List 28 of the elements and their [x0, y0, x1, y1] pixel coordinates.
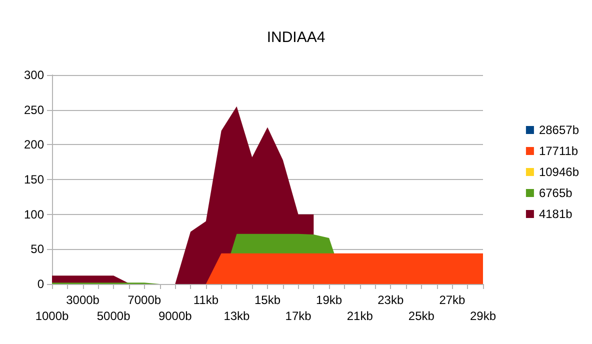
y-tick-label: 0: [37, 277, 44, 291]
legend-label: 4181b: [538, 207, 573, 221]
y-tick-label: 250: [24, 102, 44, 117]
x-tick-label: 25kb: [408, 309, 435, 323]
legend-label: 6765b: [538, 186, 573, 200]
x-tick-label: 17kb: [285, 309, 312, 323]
y-tick-label: 300: [24, 68, 44, 82]
x-tick-label: 21kb: [346, 309, 374, 323]
legend-label: 10946b: [538, 165, 580, 179]
y-tick-label: 50: [30, 242, 44, 256]
x-tick-label: 13kb: [224, 309, 250, 323]
x-tick-label: 27kb: [439, 293, 466, 307]
y-tick-label: 150: [24, 172, 44, 186]
x-tick-label: 23kb: [378, 293, 404, 307]
y-tick-label: 200: [24, 138, 44, 152]
x-tick-label: 5000b: [96, 309, 131, 323]
legend-label: 28657b: [538, 123, 580, 137]
legend-label: 17711b: [538, 144, 578, 158]
x-tick-label: 9000b: [158, 309, 192, 323]
x-tick-label: 15kb: [254, 293, 281, 307]
x-tick-label: 3000b: [66, 293, 100, 307]
x-tick-label: 19kb: [316, 293, 342, 307]
x-tick-label: 11kb: [193, 293, 219, 307]
x-tick-label: 29kb: [470, 309, 496, 323]
x-tick-label: 1000b: [35, 309, 70, 323]
chart-title: INDIAA4: [266, 29, 326, 46]
y-tick-label: 100: [24, 207, 44, 222]
x-tick-label: 7000b: [128, 293, 162, 307]
